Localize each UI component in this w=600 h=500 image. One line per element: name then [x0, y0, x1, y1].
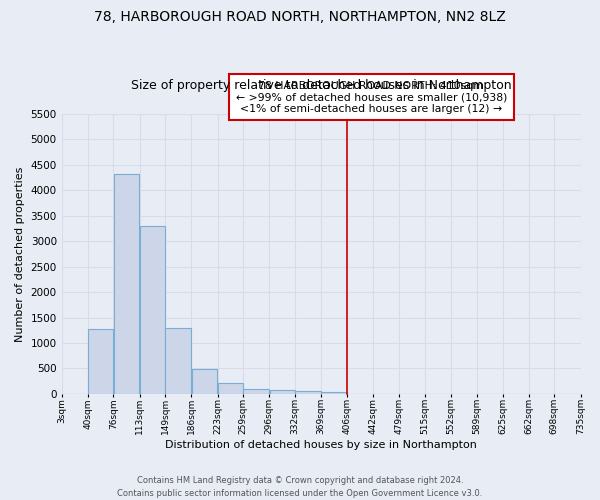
Text: Contains HM Land Registry data © Crown copyright and database right 2024.
Contai: Contains HM Land Registry data © Crown c… — [118, 476, 482, 498]
Y-axis label: Number of detached properties: Number of detached properties — [15, 166, 25, 342]
Bar — [113, 174, 139, 394]
Bar — [269, 390, 295, 394]
Text: 78 HARBOROUGH ROAD NORTH: 410sqm
← >99% of detached houses are smaller (10,938)
: 78 HARBOROUGH ROAD NORTH: 410sqm ← >99% … — [236, 81, 507, 114]
Bar — [140, 226, 165, 394]
Bar — [322, 392, 347, 394]
Text: 78, HARBOROUGH ROAD NORTH, NORTHAMPTON, NN2 8LZ: 78, HARBOROUGH ROAD NORTH, NORTHAMPTON, … — [94, 10, 506, 24]
Bar — [166, 328, 191, 394]
Bar — [244, 389, 269, 394]
Bar — [218, 383, 243, 394]
Bar — [295, 391, 321, 394]
Bar — [88, 330, 113, 394]
X-axis label: Distribution of detached houses by size in Northampton: Distribution of detached houses by size … — [165, 440, 477, 450]
Title: Size of property relative to detached houses in Northampton: Size of property relative to detached ho… — [131, 79, 511, 92]
Bar — [191, 370, 217, 394]
